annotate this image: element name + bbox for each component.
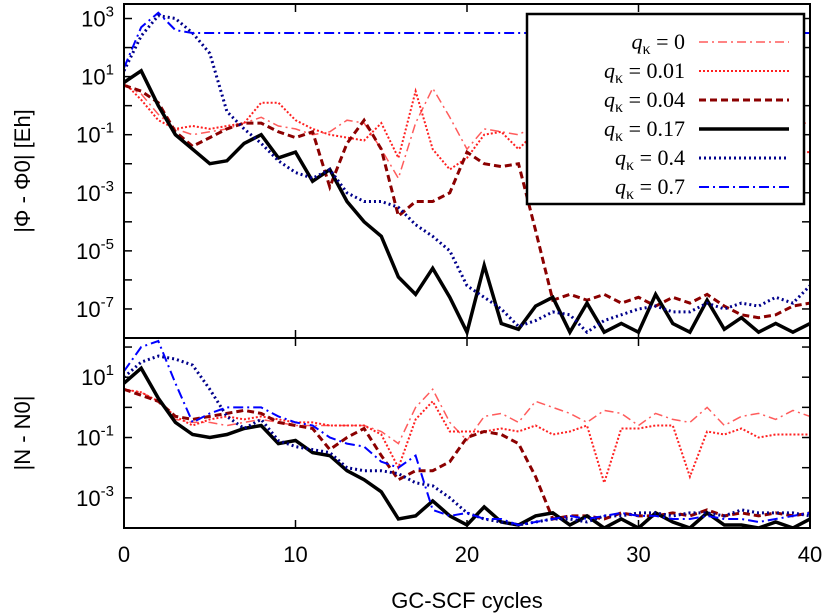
y-tick-label: 103 <box>81 4 114 32</box>
y-tick-label: 10-3 <box>76 483 114 511</box>
legend-label-1: qκ = 0.01 <box>604 58 685 87</box>
x-tick-label: 30 <box>626 542 650 567</box>
x-tick-label: 10 <box>283 542 307 567</box>
x-axis-label: GC-SCF cycles <box>391 588 543 613</box>
bottom-series-line-3 <box>124 365 810 528</box>
x-tick-label: 40 <box>798 542 822 567</box>
legend-box <box>525 12 806 206</box>
bottom-series-line-2 <box>124 387 810 521</box>
y-tick-label: 10-1 <box>76 120 114 148</box>
y-tick-label: 10-7 <box>76 294 114 322</box>
top-y-axis-label: |Φ - Φ0| [Eh] <box>10 109 35 233</box>
y-tick-label: 101 <box>81 62 114 90</box>
legend-label-4: qκ = 0.4 <box>615 145 685 174</box>
y-tick-label: 10-1 <box>76 423 114 451</box>
bottom-series-line-0 <box>124 388 810 445</box>
legend-label-0: qκ = 0 <box>632 29 685 58</box>
x-tick-label: 0 <box>118 542 130 567</box>
bottom-panel-series <box>124 339 810 528</box>
y-tick-label: 10-3 <box>76 178 114 206</box>
bottom-series-line-5 <box>124 339 810 527</box>
top-series-line-5 <box>124 11 810 69</box>
legend-label-2: qκ = 0.04 <box>604 87 685 116</box>
bottom-y-axis-label: |N - N0| <box>10 396 35 471</box>
top-series-line-4 <box>124 13 810 335</box>
y-tick-label: 10-5 <box>76 236 114 264</box>
y-tick-label: 101 <box>81 362 114 390</box>
bottom-series-line-1 <box>124 388 810 487</box>
legend-label-3: qκ = 0.17 <box>604 116 685 145</box>
axes: 103 101 10-1 10-3 10-5 10-7 |Φ - Φ0| [Eh] 101 10… <box>10 3 822 613</box>
x-tick-label: 20 <box>455 542 479 567</box>
legend-label-5: qκ = 0.7 <box>615 174 685 203</box>
